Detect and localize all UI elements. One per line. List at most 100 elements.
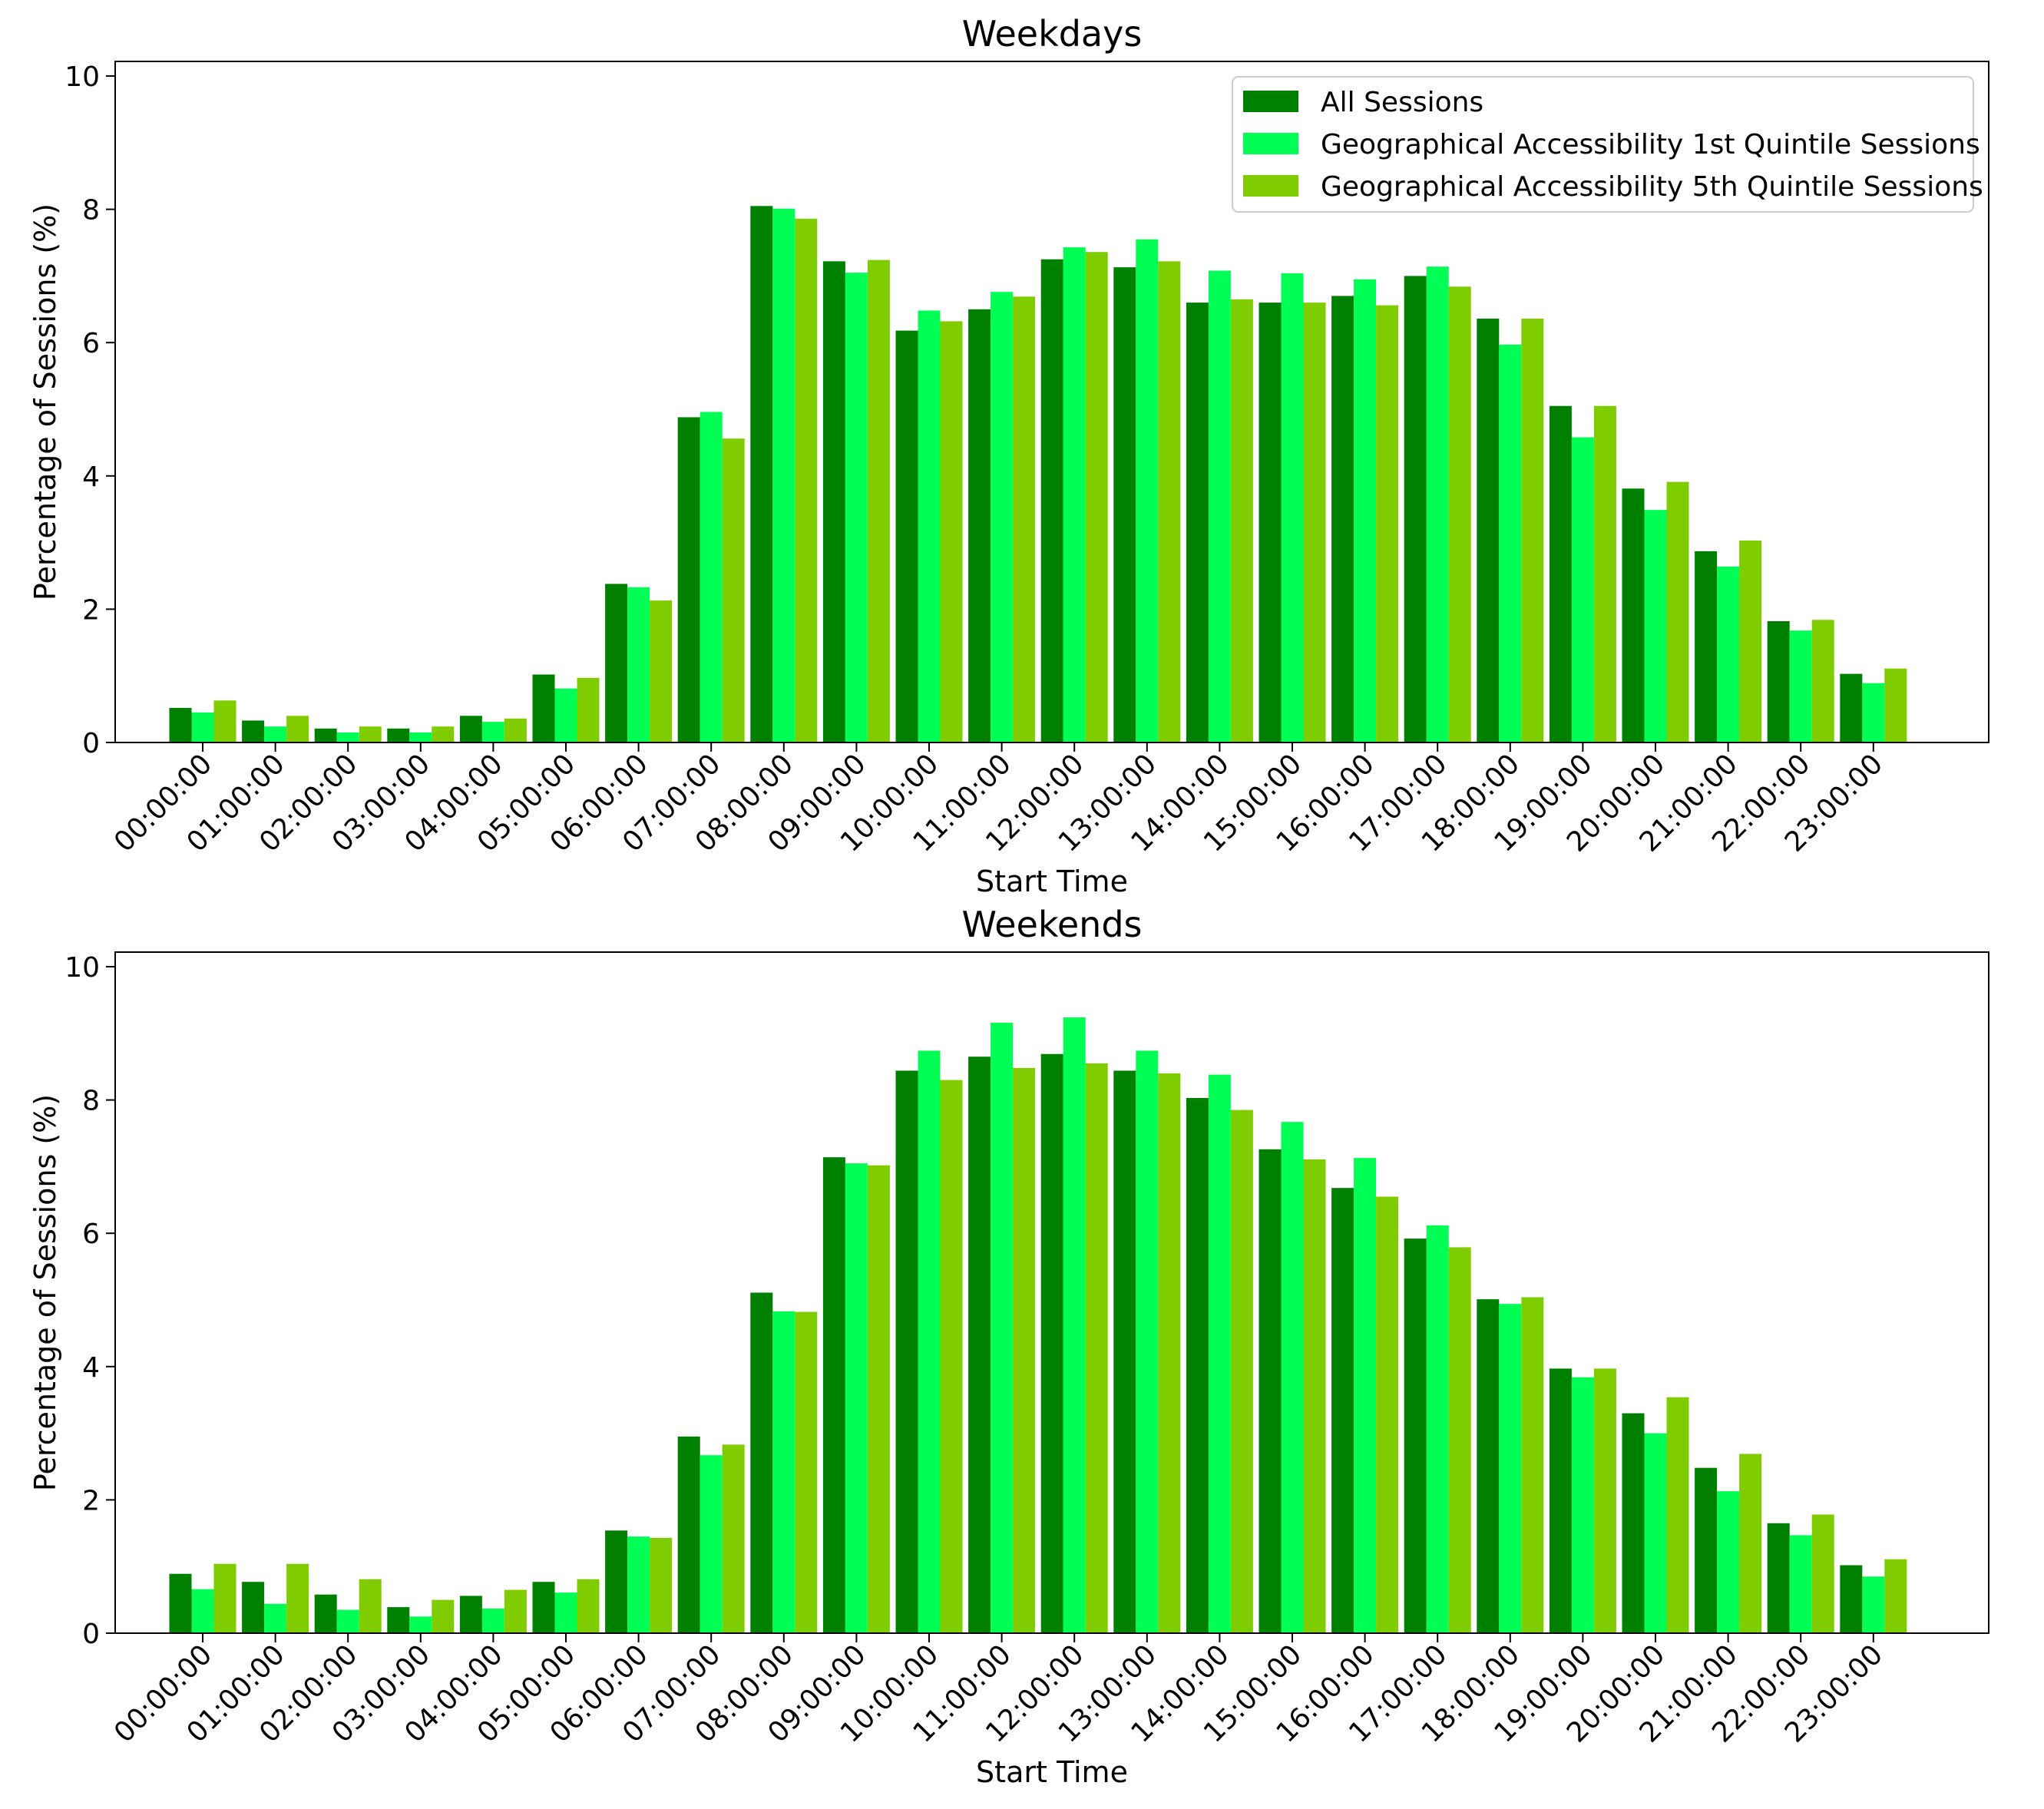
panel-1-bar-q5-sessions-10 (940, 321, 963, 742)
panel-2-bar-q1-sessions-2 (336, 1609, 359, 1633)
panel-2-bar-q1-sessions-22 (1789, 1535, 1812, 1633)
panel-1-bar-q1-sessions-17 (1426, 266, 1449, 742)
panel-1-bar-q5-sessions-21 (1739, 541, 1762, 742)
panel-2-bar-q5-sessions-7 (722, 1444, 745, 1633)
panel-1-ytick-label-1: 2 (82, 594, 100, 626)
panel-1-bar-q1-sessions-3 (409, 733, 432, 742)
panel-2-bar-q1-sessions-4 (481, 1608, 504, 1633)
legend-box (1232, 76, 1974, 213)
panel-2-bar-all-sessions-8 (750, 1292, 773, 1633)
panel-1-bar-all-sessions-2 (314, 728, 337, 742)
panel-2-bar-q5-sessions-4 (504, 1589, 527, 1633)
panel-1-bar-q5-sessions-18 (1521, 319, 1544, 742)
panel-2-title: Weekends (961, 904, 1142, 945)
panel-2-bar-all-sessions-2 (314, 1594, 337, 1633)
panel-1-bar-all-sessions-17 (1404, 276, 1427, 742)
panel-1-bar-q1-sessions-11 (991, 292, 1014, 742)
panel-1-bar-q5-sessions-11 (1013, 296, 1036, 742)
panel-2-bar-q5-sessions-17 (1448, 1247, 1471, 1633)
panel-1-bar-q1-sessions-10 (918, 310, 941, 742)
panel-2-bar-all-sessions-4 (459, 1596, 482, 1633)
panel-2-ytick-label-5: 10 (64, 952, 100, 984)
panel-2-bar-all-sessions-0 (169, 1573, 192, 1633)
panel-2-bar-q1-sessions-20 (1644, 1433, 1667, 1633)
panel-2-ytick-label-1: 2 (82, 1485, 100, 1516)
panel-1-bar-q1-sessions-13 (1136, 239, 1159, 742)
panel-1-bar-q1-sessions-21 (1717, 566, 1740, 742)
panel-2-bar-all-sessions-13 (1113, 1070, 1136, 1633)
panel-2-bar-q1-sessions-14 (1208, 1074, 1231, 1633)
panel-2-bar-all-sessions-22 (1767, 1523, 1790, 1633)
panel-1-bar-q1-sessions-14 (1208, 270, 1231, 742)
panel-1-ylabel: Percentage of Sessions (%) (28, 203, 62, 600)
panel-2-bar-all-sessions-12 (1040, 1053, 1063, 1633)
panel-2-bar-q5-sessions-5 (577, 1579, 600, 1633)
panel-1-bar-all-sessions-16 (1331, 296, 1354, 742)
legend-swatch-q5-sessions (1243, 175, 1298, 197)
panel-2-bar-q1-sessions-0 (191, 1589, 214, 1633)
panel-1-bar-q1-sessions-7 (700, 412, 723, 742)
panel-2-bar-q5-sessions-15 (1303, 1159, 1326, 1633)
panel-2-bar-q5-sessions-19 (1593, 1368, 1616, 1633)
legend-label-q5-sessions: Geographical Accessibility 5th Quintile … (1321, 171, 1983, 203)
panel-1-bar-all-sessions-11 (968, 309, 991, 742)
panel-1-bar-q1-sessions-5 (554, 688, 577, 742)
panel-1-bar-q5-sessions-0 (213, 700, 236, 742)
panel-1-xlabel: Start Time (976, 865, 1128, 898)
panel-2-bar-q5-sessions-14 (1230, 1110, 1253, 1633)
panel-1-bar-all-sessions-22 (1767, 621, 1790, 742)
panel-2-bar-q1-sessions-9 (845, 1163, 868, 1633)
panel-1-bar-all-sessions-18 (1477, 319, 1500, 742)
panel-2-bar-q1-sessions-10 (918, 1050, 941, 1633)
panel-2-bar-q1-sessions-11 (991, 1022, 1014, 1633)
panel-2-bar-q5-sessions-11 (1013, 1067, 1036, 1633)
panel-2-bar-q1-sessions-23 (1862, 1576, 1885, 1633)
panel-1-bar-q1-sessions-20 (1644, 510, 1667, 742)
panel-1-bar-q5-sessions-6 (650, 600, 673, 742)
panel-1-bar-q5-sessions-19 (1593, 405, 1616, 742)
panel-2-bar-q1-sessions-18 (1499, 1304, 1522, 1633)
panel-2-ytick-label-0: 0 (82, 1619, 100, 1650)
panel-1-bar-q5-sessions-2 (359, 726, 382, 742)
panel-2-bar-all-sessions-10 (895, 1070, 918, 1633)
panel-2-bar-q1-sessions-6 (627, 1536, 650, 1633)
panel-1-ytick-label-2: 4 (82, 461, 100, 493)
panel-1-bar-q5-sessions-14 (1230, 299, 1253, 742)
panel-1-bar-all-sessions-7 (677, 417, 700, 742)
panel-2-bar-q5-sessions-8 (795, 1311, 818, 1633)
panel-2-bar-q5-sessions-3 (432, 1599, 455, 1633)
panel-2-ytick-label-2: 4 (82, 1352, 100, 1384)
panel-2-bar-q5-sessions-18 (1521, 1297, 1544, 1633)
panel-2-bar-q5-sessions-10 (940, 1080, 963, 1633)
panel-1-bar-q1-sessions-19 (1571, 437, 1594, 742)
panel-1-bar-q5-sessions-1 (286, 716, 309, 742)
panel-1-bar-all-sessions-4 (459, 716, 482, 742)
panel-1-bar-all-sessions-5 (532, 674, 555, 742)
panel-1-bar-q5-sessions-23 (1884, 668, 1907, 742)
panel-1-bar-all-sessions-9 (822, 261, 845, 742)
panel-1-bar-q1-sessions-6 (627, 587, 650, 742)
panel-1-ytick-label-4: 8 (82, 195, 100, 227)
panel-1-bar-all-sessions-10 (895, 330, 918, 743)
panel-2-bar-q1-sessions-16 (1354, 1158, 1377, 1633)
panel-1-bar-q5-sessions-9 (867, 260, 890, 743)
legend-label-all-sessions: All Sessions (1321, 87, 1483, 118)
panel-1-bar-q1-sessions-22 (1789, 630, 1812, 742)
panel-2-ylabel: Percentage of Sessions (%) (28, 1094, 62, 1491)
panel-2-bar-all-sessions-9 (822, 1157, 845, 1633)
panel-2-bar-q5-sessions-21 (1739, 1453, 1762, 1633)
panel-1-bar-q5-sessions-3 (432, 726, 455, 742)
panel-1-ytick-label-0: 0 (82, 728, 100, 759)
panel-2-plot-frame (114, 951, 1989, 1634)
panel-1-bar-q5-sessions-16 (1376, 305, 1399, 743)
panel-2-ytick-label-4: 8 (82, 1086, 100, 1117)
panel-1-bar-q5-sessions-4 (504, 718, 527, 742)
panel-2-bar-all-sessions-23 (1840, 1565, 1863, 1633)
panel-2-bar-all-sessions-6 (605, 1530, 628, 1633)
panel-2-bar-q5-sessions-2 (359, 1579, 382, 1633)
panel-1-bar-all-sessions-0 (169, 707, 192, 742)
panel-2-bar-q5-sessions-13 (1158, 1073, 1181, 1633)
panel-2-bar-all-sessions-11 (968, 1057, 991, 1633)
